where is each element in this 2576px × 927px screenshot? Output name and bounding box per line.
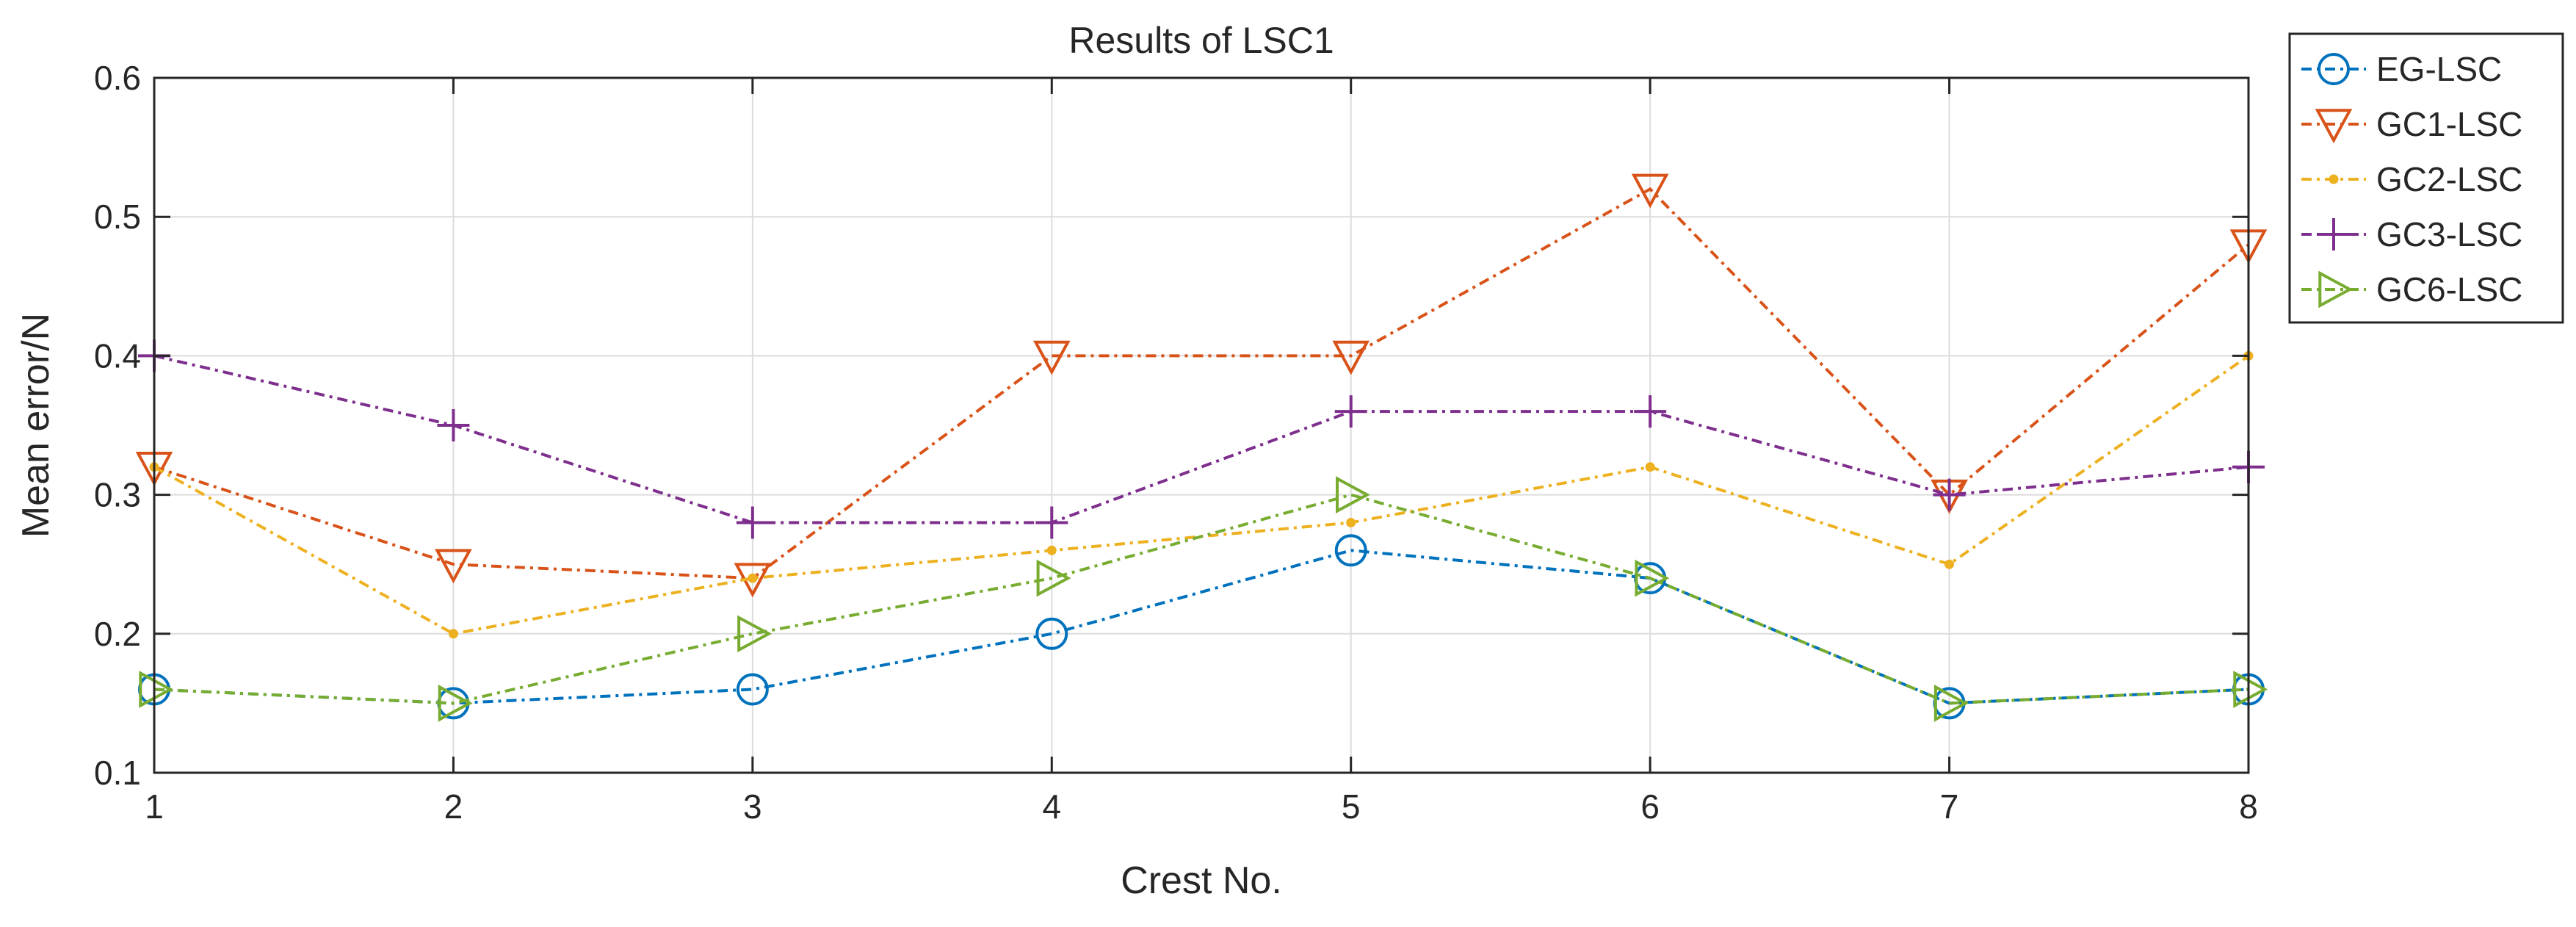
legend-marker bbox=[2329, 174, 2339, 184]
data-point bbox=[1032, 340, 1071, 375]
legend-label: GC3-LSC bbox=[2376, 215, 2522, 253]
legend-label: GC1-LSC bbox=[2376, 105, 2522, 143]
y-tick-label: 0.1 bbox=[94, 754, 141, 792]
chart-title: Results of LSC1 bbox=[1068, 20, 1334, 61]
data-point bbox=[1634, 395, 1667, 428]
legend-entry-eg-lsc: EG-LSC bbox=[2301, 50, 2502, 88]
data-point bbox=[2233, 671, 2268, 708]
data-point bbox=[1336, 476, 1370, 513]
data-point bbox=[1635, 559, 1670, 597]
data-point bbox=[438, 685, 473, 722]
data-point bbox=[139, 671, 174, 708]
legend-label: GC6-LSC bbox=[2376, 270, 2522, 309]
series-line bbox=[153, 187, 2250, 580]
x-tick-label: 2 bbox=[444, 787, 463, 826]
x-tick-label: 8 bbox=[2239, 787, 2258, 826]
y-tick-label: 0.2 bbox=[94, 615, 141, 653]
series-line bbox=[153, 493, 2249, 705]
legend-entry-gc6-lsc: GC6-LSC bbox=[2301, 270, 2522, 309]
data-point bbox=[1036, 559, 1071, 597]
data-point bbox=[736, 673, 769, 706]
x-tick-label: 7 bbox=[1940, 787, 1959, 826]
data-point bbox=[1631, 173, 1669, 209]
series-line bbox=[153, 354, 2249, 524]
y-tick-label: 0.4 bbox=[94, 336, 141, 375]
data-point bbox=[1046, 545, 1057, 555]
legend-marker bbox=[2318, 53, 2350, 85]
axes-frame bbox=[153, 76, 2250, 774]
legend-entry-gc3-lsc: GC3-LSC bbox=[2301, 215, 2522, 253]
data-point bbox=[437, 409, 470, 441]
x-tick-label: 5 bbox=[1342, 787, 1361, 826]
legend-entry-gc1-lsc: GC1-LSC bbox=[2301, 105, 2522, 144]
data-point bbox=[1933, 685, 1969, 722]
data-point bbox=[1346, 517, 1356, 527]
data-point bbox=[1332, 340, 1370, 375]
series-line bbox=[153, 549, 2249, 705]
y-axis-label: Mean error/N bbox=[15, 313, 57, 538]
legend-marker bbox=[2318, 270, 2354, 309]
plot-area bbox=[154, 78, 2248, 773]
y-tick-label: 0.6 bbox=[94, 59, 141, 97]
x-tick-label: 3 bbox=[743, 787, 762, 826]
x-tick-label: 6 bbox=[1640, 787, 1660, 826]
data-point bbox=[1035, 506, 1068, 539]
data-point bbox=[1645, 462, 1655, 472]
data-point bbox=[1334, 534, 1367, 567]
x-tick-label: 1 bbox=[145, 787, 164, 826]
legend-label: EG-LSC bbox=[2376, 50, 2502, 88]
data-point bbox=[737, 615, 773, 653]
data-point bbox=[748, 573, 758, 583]
x-axis-label: Crest No. bbox=[1121, 859, 1282, 902]
data-point bbox=[1334, 395, 1367, 428]
data-point bbox=[435, 549, 472, 584]
data-point bbox=[1944, 559, 1955, 569]
legend-marker bbox=[2318, 218, 2350, 250]
legend-marker bbox=[2315, 109, 2353, 144]
legend-entry-gc2-lsc: GC2-LSC bbox=[2301, 160, 2522, 198]
data-point bbox=[448, 629, 458, 639]
legend-label: GC2-LSC bbox=[2376, 160, 2522, 198]
data-point bbox=[1035, 617, 1068, 650]
y-tick-label: 0.5 bbox=[94, 198, 141, 236]
series-gc6-lsc bbox=[139, 476, 2268, 722]
data-point bbox=[1933, 478, 1966, 511]
y-tick-label: 0.3 bbox=[94, 476, 141, 514]
x-tick-label: 4 bbox=[1042, 787, 1061, 826]
data-point bbox=[736, 506, 769, 539]
